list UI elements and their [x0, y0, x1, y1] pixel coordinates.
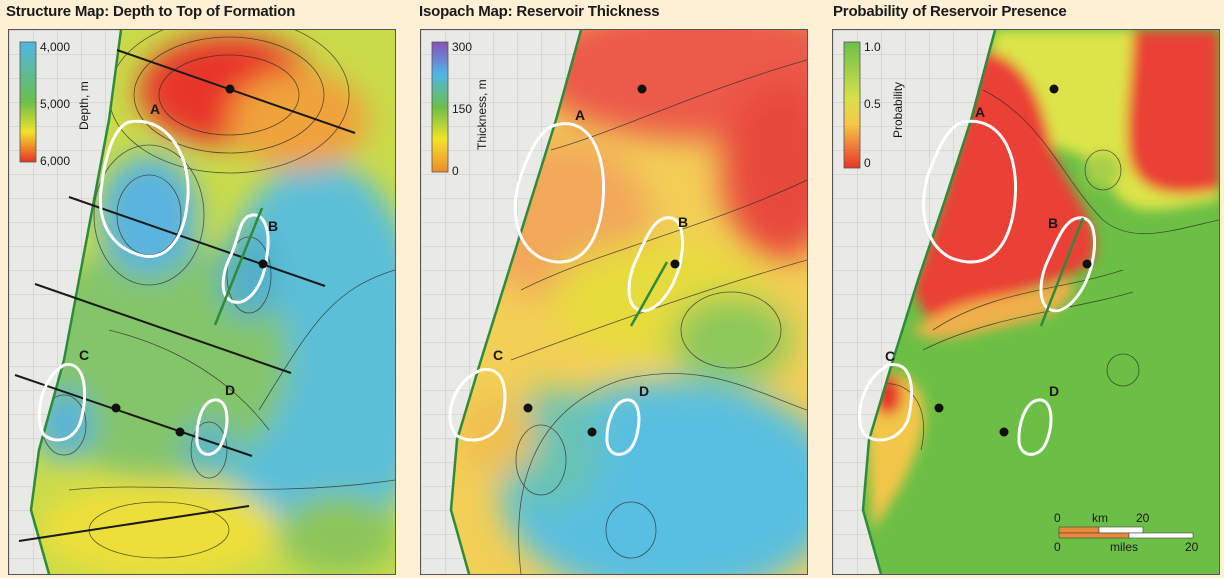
legend-tick-300: 300 — [452, 40, 472, 54]
prospect-label-d: D — [1049, 383, 1059, 399]
well-marker — [258, 259, 268, 269]
coastline-icon — [861, 30, 997, 574]
structure-map-panel: A B C D 4,000 5,000 6,000 Depth, m — [8, 29, 396, 575]
coastline-icon — [29, 30, 123, 574]
prospect-d-outline — [605, 398, 641, 456]
prospect-a-outline — [922, 119, 1018, 264]
prospect-label-a: A — [150, 101, 160, 117]
well-marker — [999, 427, 1009, 437]
well-marker — [637, 84, 647, 94]
scale-km-zero: 0 — [1054, 511, 1061, 525]
scale-km-label: km — [1092, 511, 1108, 525]
coastline-icon — [449, 30, 583, 574]
well-marker — [587, 427, 597, 437]
prospect-label-b: B — [678, 214, 688, 230]
isopach-map-panel: A B C D 300 150 0 Thickness, m — [420, 29, 808, 575]
legend-tick-0: 0 — [452, 164, 459, 178]
structure-map-title: Structure Map: Depth to Top of Formation — [6, 3, 296, 20]
well-marker — [1082, 259, 1092, 269]
scale-miles-zero: 0 — [1054, 540, 1061, 554]
probability-legend: 1.0 0.5 0 Probability — [843, 40, 905, 170]
legend-axis-label: Thickness, m — [475, 79, 489, 150]
prospect-a-outline — [98, 119, 190, 258]
legend-tick-6000: 6,000 — [40, 154, 70, 168]
scale-km-max: 20 — [1136, 511, 1150, 525]
well-marker — [934, 403, 944, 413]
probability-color-bar — [843, 41, 861, 169]
prospect-d-outline — [195, 398, 229, 456]
legend-tick-4000: 4,000 — [40, 40, 70, 54]
prospect-label-a: A — [575, 107, 585, 123]
prospect-c-outline — [448, 368, 507, 442]
probability-map-title: Probability of Reservoir Presence — [833, 3, 1067, 20]
prospect-label-b: B — [1048, 215, 1058, 231]
legend-tick-150: 150 — [452, 102, 472, 116]
prospect-b-outline — [221, 213, 270, 304]
legend-axis-label: Depth, m — [77, 81, 91, 130]
prospect-label-b: B — [268, 218, 278, 234]
legend-tick-05: 0.5 — [864, 97, 881, 111]
well-marker — [111, 403, 121, 413]
legend-tick-1: 1.0 — [864, 40, 881, 54]
prospect-d-outline — [1017, 398, 1053, 456]
isopach-map-title: Isopach Map: Reservoir Thickness — [419, 3, 660, 20]
well-marker — [175, 427, 185, 437]
depth-color-bar — [19, 41, 37, 163]
scale-bar: 0 km 20 0 miles 20 — [1054, 511, 1199, 554]
well-marker — [670, 259, 680, 269]
prospect-a-outline — [513, 122, 606, 264]
prospect-label-d: D — [225, 382, 235, 398]
prospect-c-outline — [37, 363, 87, 442]
well-marker — [225, 84, 235, 94]
prospect-b-outline — [1039, 216, 1097, 313]
well-marker — [1049, 84, 1059, 94]
prospect-label-c: C — [885, 348, 895, 364]
thickness-legend: 300 150 0 Thickness, m — [431, 40, 489, 178]
prospect-label-c: C — [493, 347, 503, 363]
prospect-label-a: A — [975, 104, 985, 120]
legend-axis-label: Probability — [891, 82, 905, 138]
well-marker — [523, 403, 533, 413]
prospect-c-outline — [858, 363, 913, 442]
probability-map-panel: A B C D 1.0 0.5 0 Probability 0 km 20 0 … — [832, 29, 1220, 575]
thickness-color-bar — [431, 41, 449, 173]
prospect-label-d: D — [639, 383, 649, 399]
prospect-label-c: C — [79, 347, 89, 363]
scale-miles-max: 20 — [1185, 540, 1199, 554]
legend-tick-0: 0 — [864, 156, 871, 170]
scale-miles-label: miles — [1110, 540, 1138, 554]
depth-legend: 4,000 5,000 6,000 Depth, m — [19, 40, 91, 168]
legend-tick-5000: 5,000 — [40, 97, 70, 111]
